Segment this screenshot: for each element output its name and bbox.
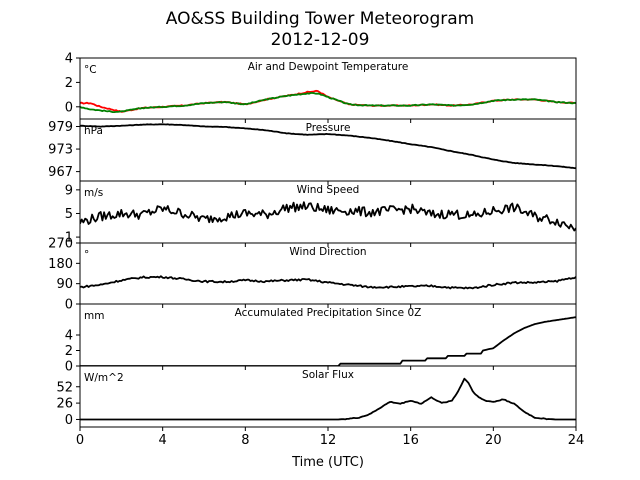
panel-title: Wind Speed	[297, 184, 360, 196]
y-tick-label: 0	[65, 413, 73, 428]
series-line-4-1	[80, 275, 576, 290]
series-line-1-1	[80, 89, 576, 113]
y-tick-label: 9	[65, 183, 73, 198]
series-line-1-2	[80, 92, 576, 113]
panel-title: Wind Direction	[289, 246, 366, 258]
y-tick-label: 90	[56, 277, 73, 292]
y-tick-label: 0	[65, 100, 73, 115]
panel-2: 967 973 979 Pressure hPa	[48, 118, 577, 185]
panel-4: 0 90 180 270 Wind Direction °	[48, 237, 577, 313]
panel-title: Air and Dewpoint Temperature	[248, 61, 409, 73]
panel-unit-label: mm	[84, 310, 104, 322]
series-line-3-1	[80, 201, 576, 232]
series-line-2-1	[80, 123, 576, 170]
y-tick-label: 973	[48, 143, 73, 158]
y-tick-label: 5	[65, 207, 73, 222]
y-tick-label: 979	[48, 120, 73, 135]
y-tick-label: 4	[65, 52, 73, 67]
panel-title: Accumulated Precipitation Since 0Z	[235, 307, 422, 319]
y-tick-label: 26	[56, 397, 73, 412]
figure-title-line1: AO&SS Building Tower Meteorogram	[166, 9, 474, 29]
panel-unit-label: °	[84, 249, 89, 261]
y-tick-label: 2	[65, 344, 73, 359]
panel-1: 0 2 4 Air and Dewpoint Temperature °C	[65, 52, 577, 123]
x-tick-label: 12	[320, 433, 337, 448]
panel-6: 026 52 Solar Flux W/m^2	[56, 365, 577, 431]
panel-5: 024 Accumulated Precipitation Since 0Z mm	[65, 303, 577, 375]
x-tick-label: 8	[241, 433, 249, 448]
y-tick-label: 2	[65, 76, 73, 91]
panel-unit-label: °C	[84, 64, 97, 76]
panel-title: Solar Flux	[302, 369, 354, 381]
y-tick-label: 0	[65, 298, 73, 313]
x-tick-label: 16	[402, 433, 419, 448]
y-tick-label: 52	[56, 380, 73, 395]
y-tick-label: 4	[65, 329, 73, 344]
series-line-5-1	[80, 316, 576, 366]
y-tick-label: 180	[48, 257, 73, 272]
series-line-6-1	[80, 377, 576, 421]
x-tick-label: 4	[159, 433, 167, 448]
figure-title-line2: 2012-12-09	[271, 30, 370, 50]
x-tick-label: 20	[485, 433, 502, 448]
panel-3: 1 5 9 Wind Speed m/s	[65, 180, 577, 247]
panel-title: Pressure	[306, 122, 351, 134]
y-tick-label: 1	[65, 231, 73, 246]
y-tick-label: 967	[48, 165, 73, 180]
x-axis-label: Time (UTC)	[291, 455, 364, 470]
panel-unit-label: W/m^2	[84, 372, 124, 384]
x-tick-label: 0	[76, 433, 84, 448]
x-tick-label: 24	[568, 433, 585, 448]
panel-unit-label: m/s	[84, 187, 103, 199]
y-tick-label: 0	[65, 360, 73, 375]
y-tick-label: 270	[48, 237, 73, 252]
panel-unit-label: hPa	[84, 125, 103, 137]
